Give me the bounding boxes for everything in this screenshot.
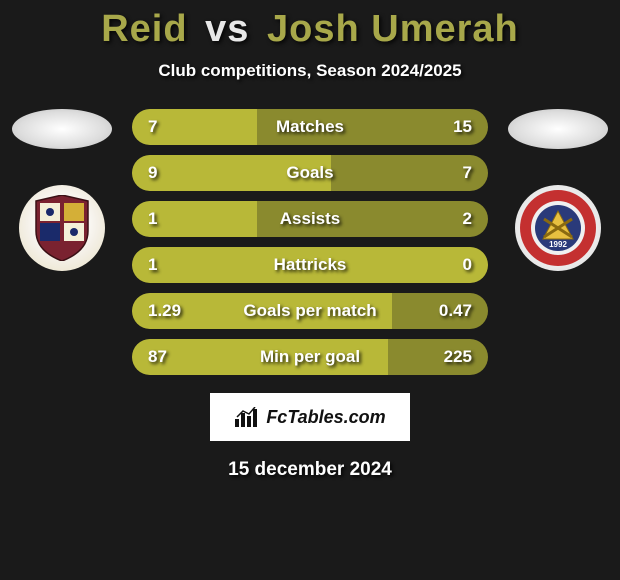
player1-avatar-placeholder — [12, 109, 112, 149]
player2-name: Josh Umerah — [267, 8, 519, 50]
main-row: 7 Matches 15 9 Goals 7 1 Assists 2 1 Hattricks 0 1.2… — [12, 109, 608, 375]
stat-left-value: 87 — [148, 347, 167, 367]
stat-bar: 9 Goals 7 — [132, 155, 488, 191]
stat-label: Matches — [276, 117, 344, 137]
stat-label: Goals — [286, 163, 333, 183]
stats-column: 7 Matches 15 9 Goals 7 1 Assists 2 1 Hattricks 0 1.2… — [132, 109, 488, 375]
vs-label: vs — [205, 8, 249, 50]
player1-name: Reid — [101, 8, 187, 50]
stat-left-value: 1 — [148, 255, 157, 275]
stat-right-value: 7 — [463, 163, 472, 183]
stat-bar: 1 Assists 2 — [132, 201, 488, 237]
player2-club-badge: 1992 — [515, 185, 601, 271]
stat-right-value: 0 — [463, 255, 472, 275]
stat-label: Goals per match — [243, 301, 376, 321]
stat-left-value: 1.29 — [148, 301, 181, 321]
stat-right-value: 2 — [463, 209, 472, 229]
brand-box[interactable]: FcTables.com — [210, 393, 410, 441]
stat-bar: 1.29 Goals per match 0.47 — [132, 293, 488, 329]
subtitle: Club competitions, Season 2024/2025 — [158, 61, 461, 81]
stat-left-value: 7 — [148, 117, 157, 137]
stat-label: Assists — [280, 209, 340, 229]
bar-chart-icon — [234, 407, 260, 427]
round-badge-icon: 1992 — [519, 189, 597, 267]
brand-text: FcTables.com — [266, 407, 385, 428]
stat-bar: 7 Matches 15 — [132, 109, 488, 145]
stat-left-value: 9 — [148, 163, 157, 183]
stat-left-value: 1 — [148, 209, 157, 229]
stat-bar: 1 Hattricks 0 — [132, 247, 488, 283]
stat-label: Min per goal — [260, 347, 360, 367]
stat-right-value: 15 — [453, 117, 472, 137]
right-column: 1992 — [508, 109, 608, 271]
left-column — [12, 109, 112, 271]
club-year: 1992 — [549, 240, 567, 249]
stat-right-value: 0.47 — [439, 301, 472, 321]
comparison-title: Reid vs Josh Umerah — [101, 8, 519, 51]
player1-club-badge — [19, 185, 105, 271]
stat-label: Hattricks — [274, 255, 347, 275]
date-label: 15 december 2024 — [228, 459, 392, 481]
player2-avatar-placeholder — [508, 109, 608, 149]
shield-icon — [34, 195, 90, 261]
stat-bar: 87 Min per goal 225 — [132, 339, 488, 375]
stat-right-value: 225 — [444, 347, 472, 367]
